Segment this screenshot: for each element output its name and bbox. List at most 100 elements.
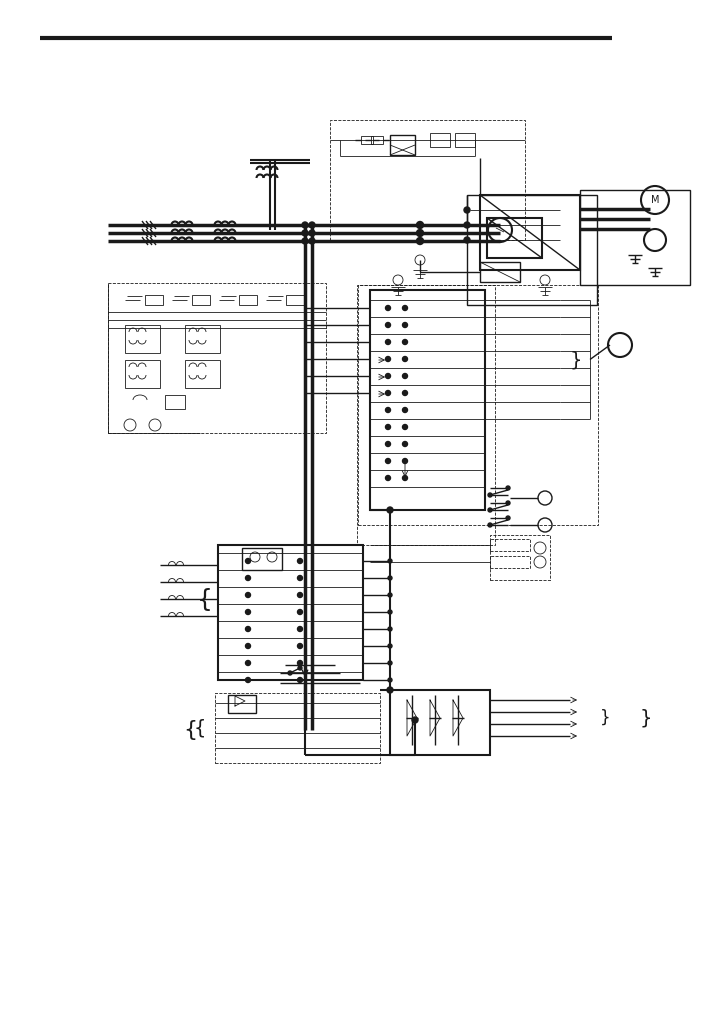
Bar bbox=[370, 290, 485, 510]
Bar bbox=[455, 133, 475, 147]
Circle shape bbox=[506, 486, 510, 490]
Bar bbox=[371, 136, 383, 144]
Circle shape bbox=[387, 507, 393, 513]
Circle shape bbox=[388, 627, 392, 631]
Circle shape bbox=[506, 501, 510, 505]
Circle shape bbox=[388, 575, 392, 580]
Bar bbox=[108, 283, 326, 433]
Circle shape bbox=[309, 230, 315, 236]
Circle shape bbox=[403, 356, 408, 361]
Bar bbox=[286, 295, 304, 305]
Text: {: { bbox=[197, 588, 213, 612]
Circle shape bbox=[412, 717, 418, 723]
Text: }: } bbox=[600, 709, 610, 727]
Circle shape bbox=[464, 222, 470, 228]
Circle shape bbox=[385, 441, 390, 446]
Circle shape bbox=[385, 459, 390, 464]
Circle shape bbox=[245, 643, 251, 648]
Circle shape bbox=[488, 493, 492, 497]
Circle shape bbox=[385, 408, 390, 413]
Bar bbox=[215, 693, 380, 763]
Circle shape bbox=[245, 627, 251, 632]
Bar bbox=[480, 195, 580, 270]
Circle shape bbox=[403, 475, 408, 480]
Circle shape bbox=[302, 222, 308, 228]
Circle shape bbox=[416, 238, 424, 245]
Bar bbox=[145, 295, 163, 305]
Circle shape bbox=[488, 508, 492, 512]
Circle shape bbox=[385, 305, 390, 310]
Circle shape bbox=[302, 230, 308, 236]
Circle shape bbox=[388, 559, 392, 563]
Bar bbox=[361, 136, 373, 144]
Bar bbox=[357, 285, 495, 545]
Bar bbox=[185, 325, 220, 353]
Text: {: { bbox=[194, 719, 206, 737]
Bar bbox=[430, 133, 450, 147]
Circle shape bbox=[388, 678, 392, 682]
Circle shape bbox=[385, 356, 390, 361]
Bar bbox=[242, 548, 282, 570]
Circle shape bbox=[416, 229, 424, 237]
Circle shape bbox=[385, 390, 390, 395]
Circle shape bbox=[385, 323, 390, 328]
Circle shape bbox=[298, 678, 303, 683]
Circle shape bbox=[385, 425, 390, 429]
Circle shape bbox=[403, 441, 408, 446]
Circle shape bbox=[288, 671, 292, 675]
Circle shape bbox=[416, 221, 424, 228]
Circle shape bbox=[309, 222, 315, 228]
Circle shape bbox=[403, 425, 408, 429]
Circle shape bbox=[245, 593, 251, 597]
Circle shape bbox=[298, 558, 303, 563]
Circle shape bbox=[385, 340, 390, 344]
Text: }: } bbox=[640, 709, 652, 727]
Circle shape bbox=[464, 237, 470, 243]
Circle shape bbox=[388, 644, 392, 648]
Circle shape bbox=[298, 660, 303, 666]
Bar bbox=[490, 535, 550, 580]
Circle shape bbox=[506, 516, 510, 520]
Bar bbox=[490, 539, 530, 551]
Circle shape bbox=[245, 678, 251, 683]
Circle shape bbox=[403, 390, 408, 395]
Circle shape bbox=[403, 459, 408, 464]
Bar bbox=[390, 135, 415, 155]
Bar bbox=[239, 295, 257, 305]
Circle shape bbox=[298, 666, 302, 670]
Circle shape bbox=[464, 207, 470, 213]
Bar bbox=[467, 195, 597, 305]
Circle shape bbox=[403, 305, 408, 310]
Bar bbox=[125, 325, 160, 353]
Circle shape bbox=[245, 558, 251, 563]
Circle shape bbox=[298, 643, 303, 648]
Circle shape bbox=[385, 374, 390, 379]
Circle shape bbox=[388, 610, 392, 614]
Circle shape bbox=[245, 660, 251, 666]
Bar bbox=[490, 556, 530, 568]
Bar bbox=[358, 285, 598, 525]
Circle shape bbox=[403, 374, 408, 379]
Circle shape bbox=[298, 593, 303, 597]
Text: }: } bbox=[570, 350, 583, 370]
Text: M: M bbox=[651, 195, 660, 205]
Bar bbox=[580, 190, 690, 285]
Circle shape bbox=[298, 575, 303, 581]
Bar bbox=[125, 360, 160, 388]
Circle shape bbox=[298, 609, 303, 614]
Bar bbox=[185, 360, 220, 388]
Bar bbox=[480, 262, 520, 282]
Bar bbox=[487, 218, 542, 258]
Bar bbox=[390, 690, 490, 755]
Text: {: { bbox=[183, 720, 197, 740]
Circle shape bbox=[385, 475, 390, 480]
Circle shape bbox=[388, 662, 392, 665]
Bar bbox=[165, 395, 185, 409]
Circle shape bbox=[403, 408, 408, 413]
Circle shape bbox=[245, 609, 251, 614]
Circle shape bbox=[245, 575, 251, 581]
Circle shape bbox=[387, 687, 393, 693]
Bar bbox=[228, 695, 256, 713]
Circle shape bbox=[302, 238, 308, 244]
Circle shape bbox=[298, 627, 303, 632]
